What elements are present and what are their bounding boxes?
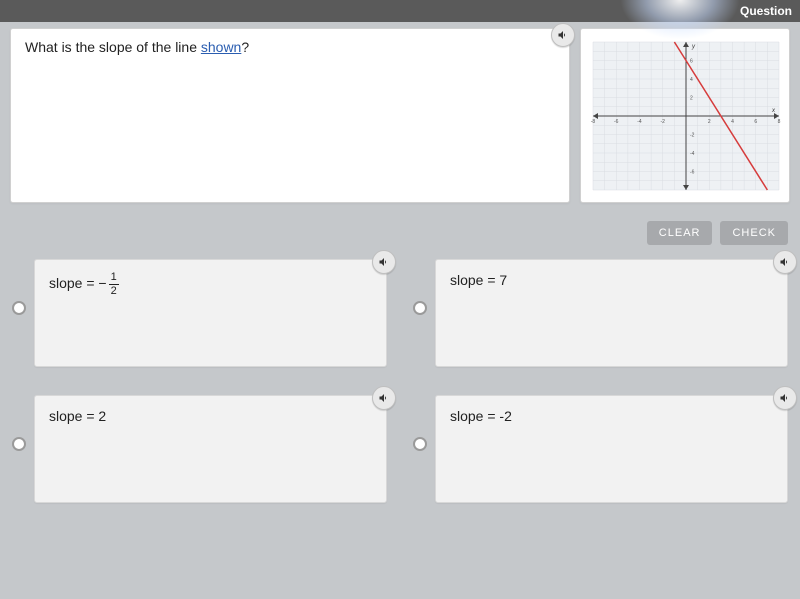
svg-text:2: 2 [708, 119, 711, 125]
question-audio-button[interactable] [551, 23, 575, 47]
shown-link[interactable]: shown [201, 39, 241, 55]
question-prefix: What is the slope of the line [25, 39, 201, 55]
svg-text:-6: -6 [690, 169, 695, 175]
answer-text: slope = 7 [450, 272, 773, 288]
answer-text: slope = -2 [450, 408, 773, 424]
answer-card[interactable]: slope = −12 [34, 259, 387, 367]
speaker-icon [779, 392, 791, 404]
svg-text:-2: -2 [661, 119, 666, 125]
clear-button[interactable]: CLEAR [647, 221, 713, 245]
coordinate-graph: -8-6-4-22468-6-4-2246yx [587, 36, 783, 196]
check-button[interactable]: CHECK [720, 221, 788, 245]
answer-text: slope = 2 [49, 408, 372, 424]
question-suffix: ? [241, 39, 249, 55]
svg-text:-4: -4 [690, 151, 695, 157]
answers-grid: slope = −12 slope = 7 slope = 2 slope = -2 [10, 255, 790, 503]
speaker-icon [378, 256, 390, 268]
svg-text:6: 6 [754, 119, 757, 125]
answer-radio[interactable] [413, 301, 427, 315]
svg-text:-2: -2 [690, 132, 695, 138]
answer-option: slope = -2 [413, 395, 788, 503]
answer-option: slope = −12 [12, 259, 387, 367]
action-button-row: CLEAR CHECK [10, 203, 790, 255]
svg-text:4: 4 [731, 119, 734, 125]
answer-radio[interactable] [12, 437, 26, 451]
answer-option: slope = 2 [12, 395, 387, 503]
svg-text:4: 4 [690, 77, 693, 83]
answer-option: slope = 7 [413, 259, 788, 367]
svg-text:-4: -4 [637, 119, 642, 125]
answer-radio[interactable] [12, 301, 26, 315]
answer-card[interactable]: slope = -2 [435, 395, 788, 503]
answer-card[interactable]: slope = 7 [435, 259, 788, 367]
answer-text: slope = −12 [49, 272, 372, 297]
svg-text:-8: -8 [591, 119, 596, 125]
svg-text:6: 6 [690, 58, 693, 64]
answer-radio[interactable] [413, 437, 427, 451]
svg-text:-6: -6 [614, 119, 619, 125]
question-panel: What is the slope of the line shown? [10, 28, 570, 203]
answer-audio-button[interactable] [773, 250, 797, 274]
answer-audio-button[interactable] [773, 386, 797, 410]
answer-audio-button[interactable] [372, 386, 396, 410]
graph-panel: -8-6-4-22468-6-4-2246yx [580, 28, 790, 203]
speaker-icon [557, 29, 569, 41]
answer-audio-button[interactable] [372, 250, 396, 274]
svg-text:8: 8 [778, 119, 781, 125]
main-area: What is the slope of the line shown? -8 -… [0, 22, 800, 503]
top-bar: Question [0, 0, 800, 22]
question-text: What is the slope of the line shown? [25, 39, 555, 55]
question-row: What is the slope of the line shown? -8 -… [10, 28, 790, 203]
speaker-icon [378, 392, 390, 404]
speaker-icon [779, 256, 791, 268]
svg-text:2: 2 [690, 95, 693, 101]
question-indicator: Question [740, 4, 792, 18]
answer-card[interactable]: slope = 2 [34, 395, 387, 503]
